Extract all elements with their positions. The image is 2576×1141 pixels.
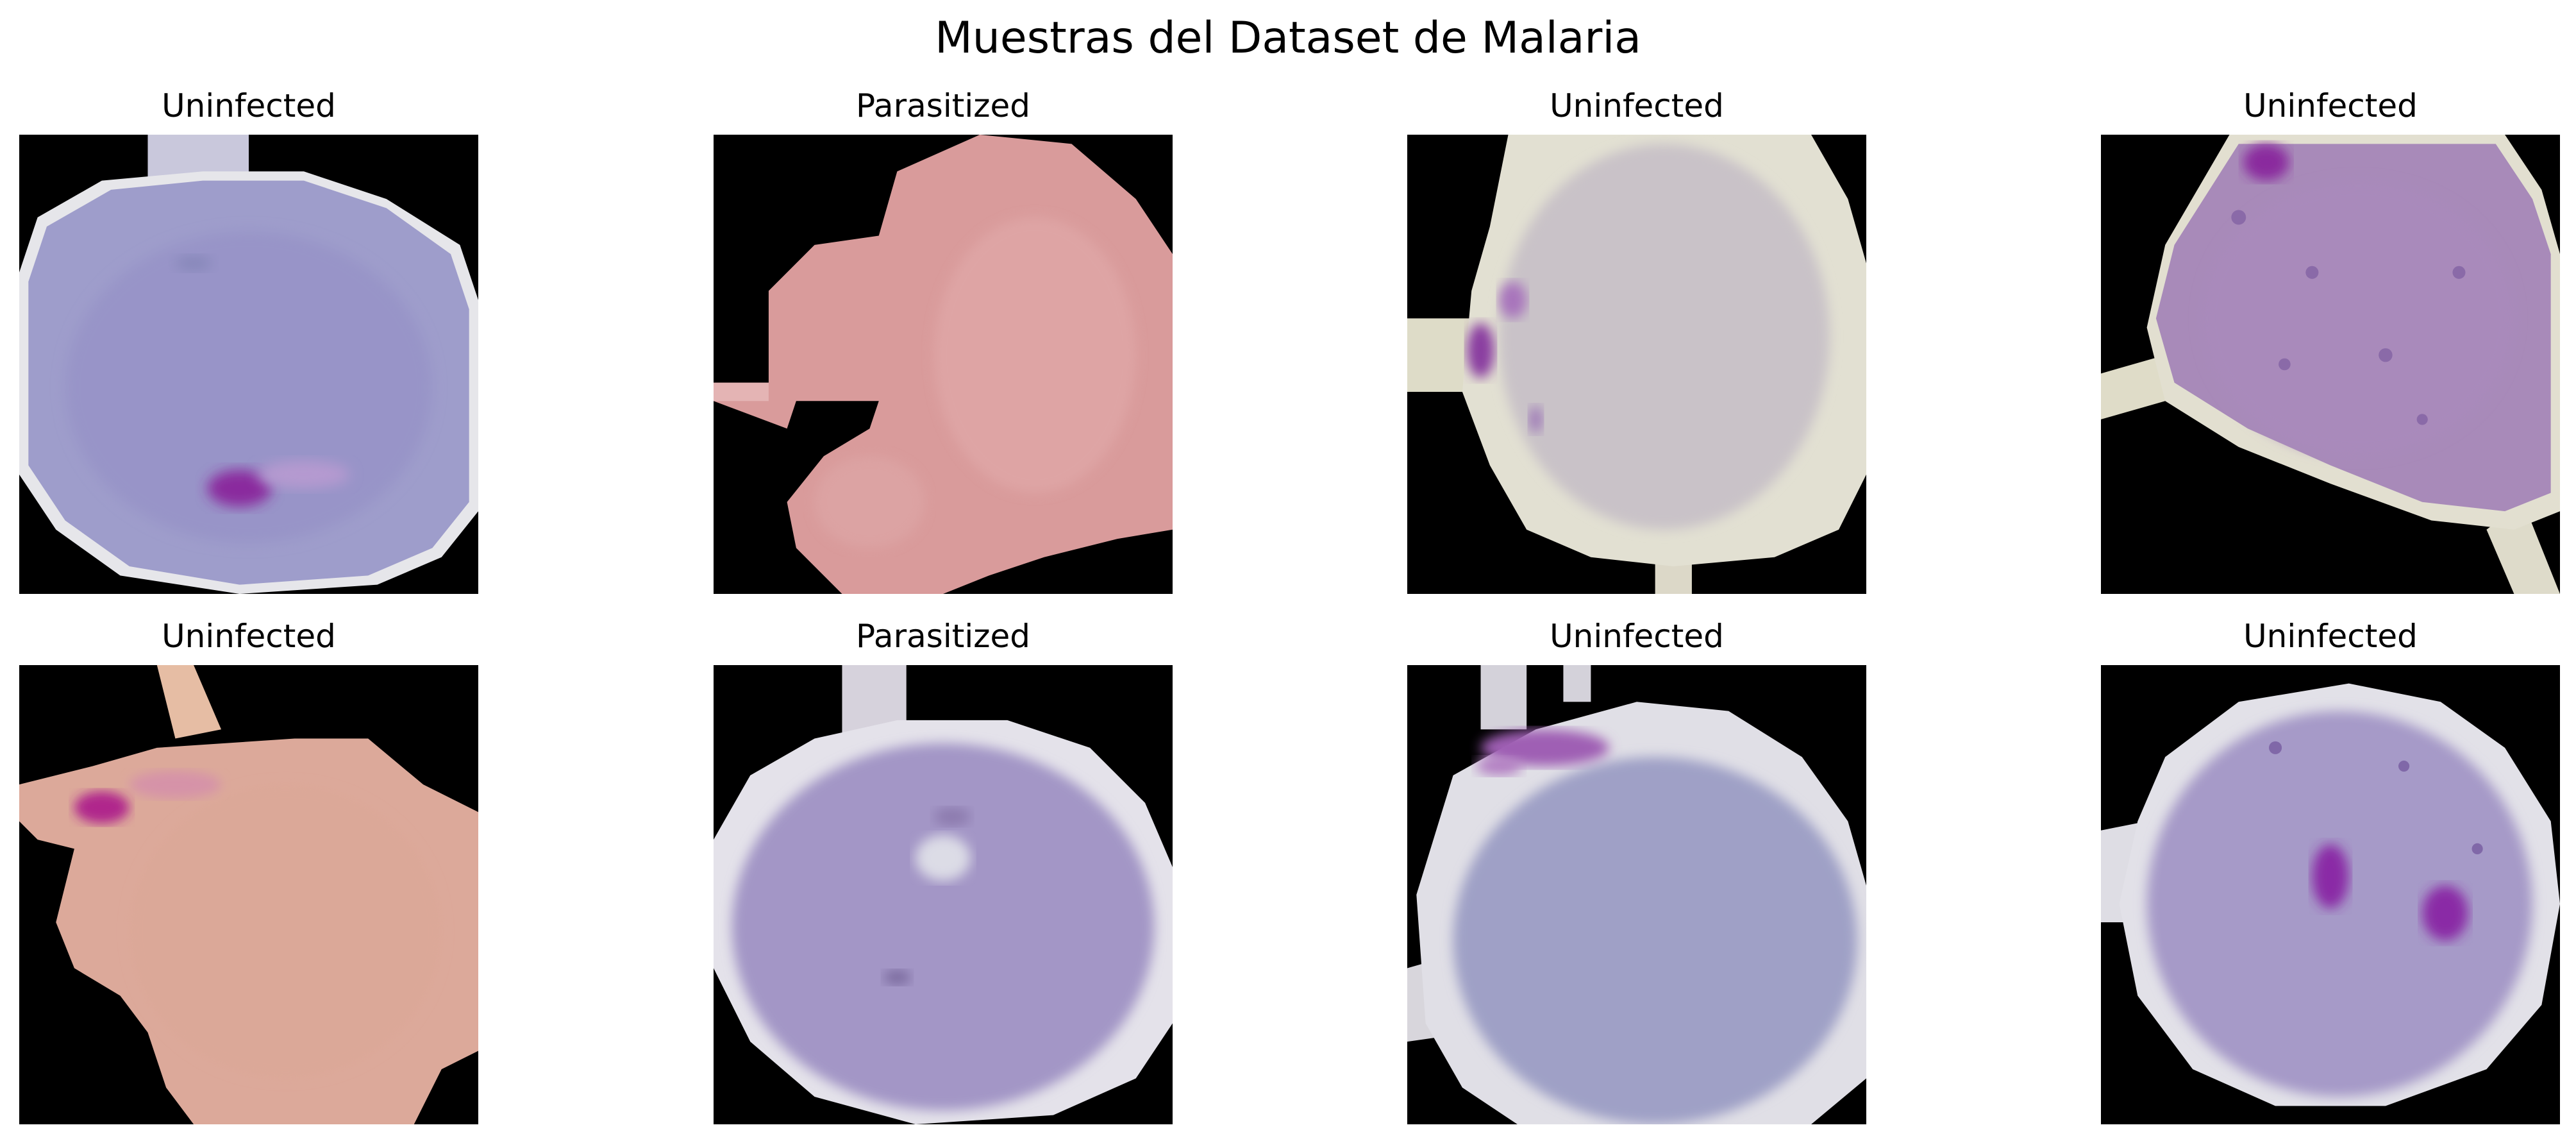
- cell-image: [19, 665, 478, 1124]
- sample-panel: Parasitized: [714, 85, 1173, 594]
- cell-image: [2101, 135, 2560, 594]
- sample-label: Uninfected: [162, 618, 336, 655]
- sample-label: Uninfected: [162, 87, 336, 124]
- sample-label: Uninfected: [2243, 87, 2418, 124]
- cell-image: [2101, 665, 2560, 1124]
- cell-image: [1407, 135, 1866, 594]
- cell-image: [714, 135, 1173, 594]
- sample-panel: Uninfected: [1407, 615, 1866, 1124]
- sample-panel: Uninfected: [2101, 85, 2560, 594]
- figure-title: Muestras del Dataset de Malaria: [935, 13, 1641, 63]
- cell-image: [19, 135, 478, 594]
- sample-label: Uninfected: [2243, 618, 2418, 655]
- sample-label: Uninfected: [1550, 87, 1724, 124]
- sample-panel: Parasitized: [714, 615, 1173, 1124]
- sample-label: Uninfected: [1550, 618, 1724, 655]
- sample-panel: Uninfected: [1407, 85, 1866, 594]
- sample-panel: Uninfected: [19, 615, 478, 1124]
- cell-image: [714, 665, 1173, 1124]
- sample-label: Parasitized: [856, 618, 1030, 655]
- cell-image: [1407, 665, 1866, 1124]
- sample-label: Parasitized: [856, 87, 1030, 124]
- sample-panel: Uninfected: [2101, 615, 2560, 1124]
- sample-panel: Uninfected: [19, 85, 478, 594]
